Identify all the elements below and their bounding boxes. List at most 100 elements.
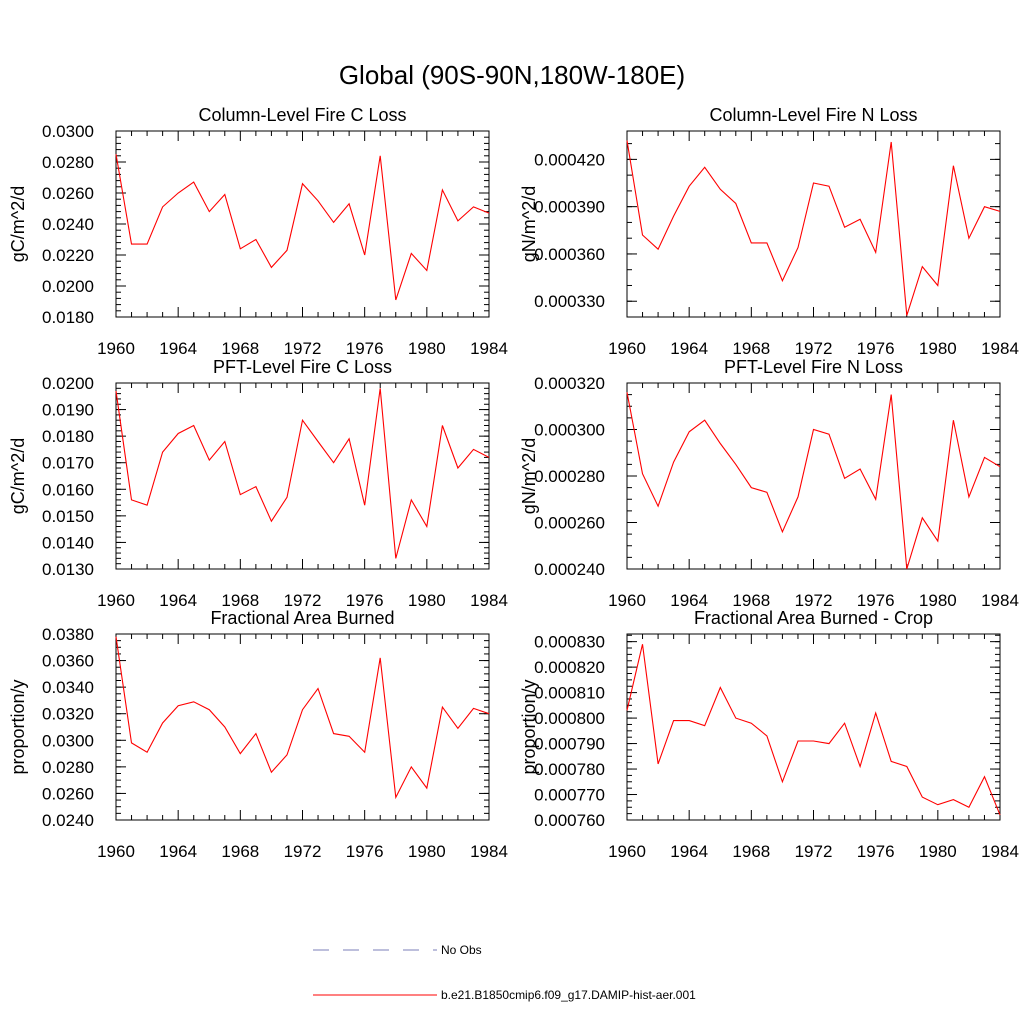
figure-title: Global (90S-90N,180W-180E) — [339, 60, 685, 90]
panel-title: Column-Level Fire N Loss — [709, 105, 917, 125]
chart-panel-2: Column-Level Fire N Loss gN/m^2/d 1960 1964… — [519, 105, 1019, 358]
y-axis-label: gN/m^2/d — [519, 438, 539, 514]
y-tick-label: 0.0340 — [42, 678, 94, 697]
y-tick-label: 0.0280 — [42, 758, 94, 777]
x-tick-label: 1984 — [981, 842, 1019, 861]
y-tick-label: 0.000790 — [534, 735, 605, 754]
y-tick-label: 0.000830 — [534, 633, 605, 652]
series-line — [626, 140, 1001, 316]
y-axis-label: gN/m^2/d — [519, 186, 539, 262]
plot-frame — [115, 382, 490, 570]
y-tick-label: 0.000260 — [534, 514, 605, 533]
y-tick-label: 0.0160 — [42, 480, 94, 499]
x-tick-label: 1972 — [795, 842, 833, 861]
y-axis-label: proportion/y — [8, 679, 28, 774]
x-tick-label: 1960 — [97, 591, 135, 610]
y-tick-label: 0.0300 — [42, 122, 94, 141]
x-tick-label: 1980 — [408, 842, 446, 861]
x-tick-label: 1960 — [97, 339, 135, 358]
x-tick-label: 1976 — [857, 842, 895, 861]
y-tick-label: 0.0130 — [42, 560, 94, 579]
y-tick-label: 0.000420 — [534, 150, 605, 169]
x-tick-label: 1968 — [221, 842, 259, 861]
y-tick-label: 0.000280 — [534, 467, 605, 486]
x-tick-label: 1960 — [608, 842, 646, 861]
y-tick-label: 0.000810 — [534, 684, 605, 703]
y-tick-label: 0.000770 — [534, 786, 605, 805]
y-tick-label: 0.0240 — [42, 215, 94, 234]
x-tick-label: 1968 — [221, 591, 259, 610]
x-tick-label: 1984 — [981, 591, 1019, 610]
y-axis-label: proportion/y — [519, 679, 539, 774]
y-tick-label: 0.000330 — [534, 292, 605, 311]
x-tick-label: 1964 — [670, 339, 708, 358]
y-tick-label: 0.0320 — [42, 705, 94, 724]
y-tick-label: 0.0150 — [42, 507, 94, 526]
y-axis-label: gC/m^2/d — [8, 186, 28, 262]
plot-frame — [626, 130, 1001, 318]
chart-panel-6: Fractional Area Burned - Crop proportion/… — [519, 608, 1019, 861]
y-tick-label: 0.0380 — [42, 625, 94, 644]
x-tick-label: 1960 — [608, 339, 646, 358]
x-tick-label: 1968 — [732, 339, 770, 358]
y-tick-label: 0.000760 — [534, 811, 605, 830]
x-tick-label: 1976 — [857, 339, 895, 358]
x-tick-label: 1972 — [795, 591, 833, 610]
y-tick-label: 0.0260 — [42, 184, 94, 203]
y-tick-label: 0.0190 — [42, 401, 94, 420]
x-tick-label: 1972 — [795, 339, 833, 358]
x-tick-label: 1980 — [919, 339, 957, 358]
x-tick-label: 1976 — [346, 339, 384, 358]
x-tick-label: 1980 — [919, 842, 957, 861]
x-tick-label: 1968 — [732, 591, 770, 610]
x-tick-label: 1972 — [284, 339, 322, 358]
x-tick-label: 1964 — [159, 842, 197, 861]
series-line — [115, 154, 490, 301]
panel-title: Column-Level Fire C Loss — [198, 105, 406, 125]
chart-panel-5: Fractional Area Burned proportion/y 1960 19… — [8, 608, 508, 861]
chart-panel-3: PFT-Level Fire C Loss gC/m^2/d 1960 1964 196… — [8, 357, 508, 610]
plot-frame — [115, 130, 490, 318]
plot-frame — [626, 382, 1001, 570]
y-tick-label: 0.000800 — [534, 709, 605, 728]
panel-title: Fractional Area Burned — [210, 608, 394, 628]
y-tick-label: 0.000240 — [534, 560, 605, 579]
y-tick-label: 0.000320 — [534, 374, 605, 393]
x-tick-label: 1976 — [346, 591, 384, 610]
x-tick-label: 1960 — [608, 591, 646, 610]
legend: No Obs b.e21.B1850cmip6.f09_g17.DAMIP-hi… — [313, 943, 696, 1002]
x-tick-label: 1972 — [284, 842, 322, 861]
y-tick-label: 0.0260 — [42, 784, 94, 803]
x-tick-label: 1964 — [159, 339, 197, 358]
x-tick-label: 1984 — [470, 842, 508, 861]
y-tick-label: 0.000820 — [534, 658, 605, 677]
plot-frame — [626, 633, 1001, 821]
x-tick-label: 1960 — [97, 842, 135, 861]
chart-panels: Column-Level Fire C Loss gC/m^2/d 1960 1964… — [8, 105, 1019, 861]
y-tick-label: 0.0140 — [42, 533, 94, 552]
y-tick-label: 0.0360 — [42, 652, 94, 671]
series-line — [626, 392, 1001, 570]
series-line — [626, 644, 1001, 816]
chart-panel-4: PFT-Level Fire N Loss gN/m^2/d 1960 1964 196… — [519, 357, 1019, 610]
y-axis-label: gC/m^2/d — [8, 438, 28, 514]
y-tick-label: 0.0170 — [42, 454, 94, 473]
plot-frame — [115, 633, 490, 821]
legend-label-no-obs: No Obs — [441, 943, 482, 957]
y-tick-label: 0.000360 — [534, 245, 605, 264]
y-tick-label: 0.0280 — [42, 153, 94, 172]
x-tick-label: 1980 — [919, 591, 957, 610]
panel-title: PFT-Level Fire C Loss — [213, 357, 392, 377]
x-tick-label: 1984 — [981, 339, 1019, 358]
series-line — [115, 388, 490, 559]
legend-label-model: b.e21.B1850cmip6.f09_g17.DAMIP-hist-aer.… — [441, 988, 696, 1002]
panel-title: Fractional Area Burned - Crop — [694, 608, 933, 628]
y-tick-label: 0.000300 — [534, 421, 605, 440]
x-tick-label: 1968 — [732, 842, 770, 861]
y-tick-label: 0.0180 — [42, 308, 94, 327]
series-line — [115, 636, 490, 800]
x-tick-label: 1976 — [346, 842, 384, 861]
y-tick-label: 0.0200 — [42, 374, 94, 393]
x-tick-label: 1972 — [284, 591, 322, 610]
